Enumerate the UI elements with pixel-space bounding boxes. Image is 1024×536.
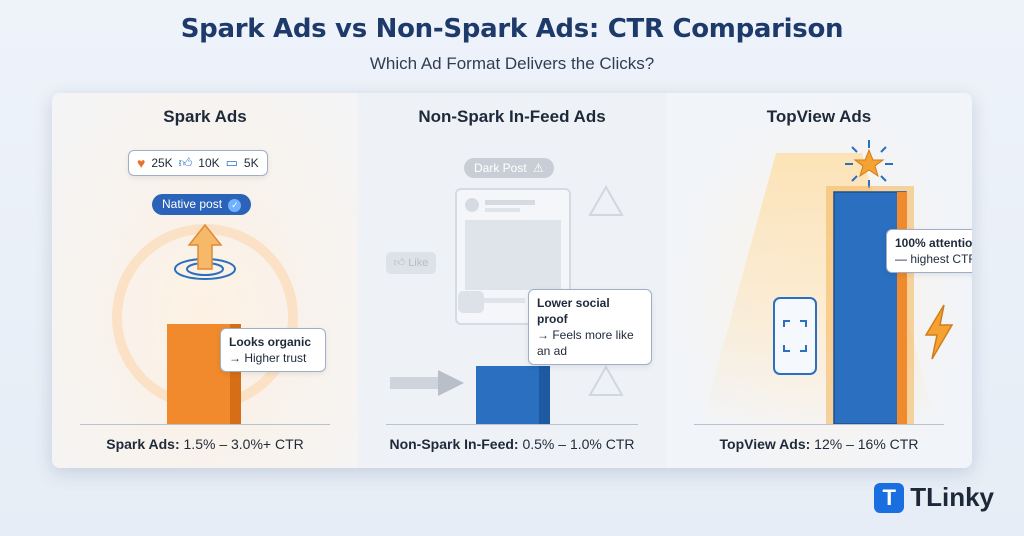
- scan-icon: [783, 320, 807, 352]
- lightning-icon: [924, 304, 954, 360]
- callout-spark-bold: Looks organic: [229, 335, 312, 349]
- callout-lower-social-proof: Lower social proof → Feels more like an …: [528, 289, 652, 365]
- callout-100-attention: 100% attention — highest CTR: [886, 229, 972, 273]
- panel-topview: TopView Ads: [666, 93, 972, 468]
- page-subtitle: Which Ad Format Delivers the Clicks?: [369, 54, 655, 73]
- dark-post-label: Dark Post: [474, 161, 527, 175]
- panel-title-non-spark: Non-Spark In-Feed Ads: [418, 107, 606, 126]
- callout-looks-organic: Looks organic → Higher trust: [220, 328, 326, 372]
- likes-count: 25K: [151, 156, 173, 170]
- bar-spark-ads-side: [230, 324, 241, 424]
- baseline-spark: [80, 424, 330, 425]
- stat-topview-value: 12% – 16% CTR: [814, 436, 919, 452]
- panel-title-topview: TopView Ads: [766, 107, 872, 126]
- comment-icon: ▭: [225, 155, 238, 170]
- right-arrow-icon: [390, 370, 464, 396]
- page-title: Spark Ads vs Non-Spark Ads: CTR Comparis…: [180, 14, 844, 44]
- bar-topview-side: [897, 192, 907, 424]
- callout-topview-text: — highest CTR: [895, 252, 972, 266]
- like-button-faded: 👍︎ Like: [386, 252, 436, 274]
- stat-non-spark: Non-Spark In-Feed: 0.5% – 1.0% CTR: [358, 436, 666, 452]
- panel-spark-ads: Spark Ads ♥ 25K 👍︎ 10K ▭ 5K Native post …: [52, 93, 358, 468]
- comments-count: 5K: [243, 156, 259, 170]
- native-post-badge: Native post ✓: [152, 194, 252, 215]
- stat-spark-label: Spark Ads:: [106, 436, 180, 452]
- heart-icon: ♥: [137, 155, 146, 171]
- callout-non-spark-bold: Lower social proof: [537, 296, 610, 326]
- engagement-bubble: ♥ 25K 👍︎ 10K ▭ 5K: [128, 150, 268, 176]
- chart-svg-non-spark: [476, 366, 550, 424]
- chart-svg-topview: [826, 186, 914, 425]
- baseline-non-spark: [386, 424, 638, 425]
- bar-non-spark: [476, 366, 550, 424]
- bar-topview: [833, 191, 907, 425]
- native-post-label: Native post: [162, 197, 223, 211]
- chart-svg-spark: [167, 324, 241, 424]
- tlinky-logo-icon: T: [874, 482, 905, 513]
- tlinky-logo-text: TLinky: [910, 482, 994, 512]
- callout-spark-text: → Higher trust: [229, 351, 307, 365]
- warning-faded-icon-2: [588, 365, 624, 396]
- warning-faded-icon: [588, 185, 624, 216]
- thumbs-count: 10K: [198, 156, 220, 170]
- stat-spark-value: 1.5% – 3.0%+ CTR: [183, 436, 304, 452]
- stat-non-spark-value: 0.5% – 1.0% CTR: [522, 436, 635, 452]
- callout-topview-bold: 100% attention: [895, 236, 972, 250]
- thumbs-up-faded-icon: 👍︎: [393, 257, 406, 269]
- dark-post-badge: Dark Post ⚠: [464, 158, 554, 178]
- up-arrow-icon: [187, 223, 223, 270]
- comment-faded-icon: [458, 291, 484, 313]
- stat-non-spark-label: Non-Spark In-Feed:: [389, 436, 519, 452]
- thumbs-up-icon: 👍︎: [178, 155, 193, 170]
- phone-frame-icon: [773, 297, 817, 375]
- tlinky-logo: T TLinky: [874, 482, 994, 513]
- verified-icon: ✓: [228, 199, 242, 212]
- bar-non-spark-side: [539, 366, 550, 424]
- warning-icon: ⚠: [533, 161, 544, 175]
- stat-topview-label: TopView Ads:: [719, 436, 811, 452]
- stat-spark: Spark Ads: 1.5% – 3.0%+ CTR: [52, 436, 358, 452]
- panel-title-spark: Spark Ads: [163, 107, 247, 126]
- callout-non-spark-text: → Feels more like an ad: [537, 328, 634, 358]
- like-label: Like: [408, 257, 429, 269]
- panel-non-spark: Non-Spark In-Feed Ads Dark Post ⚠ 👍︎ Lik…: [358, 93, 666, 468]
- comparison-card: Spark Ads ♥ 25K 👍︎ 10K ▭ 5K Native post …: [52, 93, 972, 468]
- baseline-topview: [694, 424, 944, 425]
- stat-topview: TopView Ads: 12% – 16% CTR: [666, 436, 972, 452]
